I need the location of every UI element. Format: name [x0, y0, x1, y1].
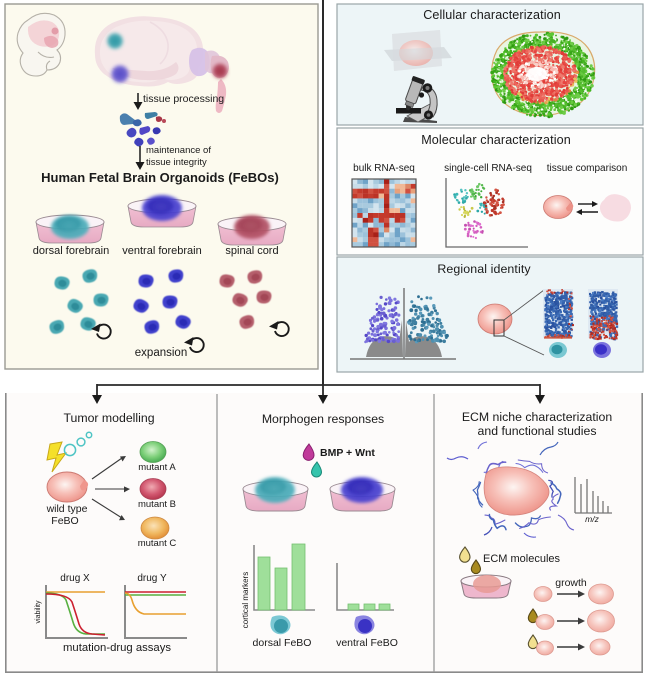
svg-text:dorsal forebrain: dorsal forebrain [33, 245, 109, 257]
svg-text:drug X: drug X [60, 573, 90, 584]
svg-text:expansion: expansion [135, 347, 187, 359]
svg-text:spinal cord: spinal cord [225, 245, 278, 257]
svg-text:growth: growth [555, 577, 587, 589]
svg-text:drug Y: drug Y [137, 573, 167, 584]
svg-text:wild type: wild type [46, 503, 88, 515]
svg-text:Human Fetal Brain Organoids (F: Human Fetal Brain Organoids (FeBOs) [41, 170, 279, 185]
svg-text:mutant A: mutant A [138, 462, 176, 473]
svg-text:dorsal FeBO: dorsal FeBO [253, 637, 312, 649]
svg-text:cortical markers: cortical markers [241, 572, 250, 628]
svg-text:maintenance of: maintenance of [146, 145, 211, 156]
svg-text:ECM molecules: ECM molecules [483, 553, 561, 565]
svg-text:ventral FeBO: ventral FeBO [336, 637, 398, 649]
svg-text:BMP + Wnt: BMP + Wnt [320, 447, 375, 459]
svg-text:tissue comparison: tissue comparison [547, 163, 628, 174]
svg-text:mutant C: mutant C [138, 538, 177, 549]
svg-text:and functional studies: and functional studies [478, 424, 597, 438]
svg-text:Tumor modelling: Tumor modelling [63, 411, 154, 425]
svg-text:viability: viability [35, 600, 42, 623]
svg-text:Molecular characterization: Molecular characterization [421, 133, 571, 147]
svg-text:mutant B: mutant B [138, 499, 176, 510]
svg-text:tissue integrity: tissue integrity [146, 157, 207, 168]
svg-text:ECM niche characterization: ECM niche characterization [462, 410, 613, 424]
svg-text:bulk RNA-seq: bulk RNA-seq [353, 163, 415, 174]
svg-text:tissue processing: tissue processing [143, 93, 224, 105]
svg-text:Morphogen responses: Morphogen responses [262, 412, 384, 426]
svg-text:mutation-drug assays: mutation-drug assays [63, 642, 171, 654]
svg-text:ventral forebrain: ventral forebrain [122, 245, 202, 257]
svg-text:FeBO: FeBO [51, 515, 78, 527]
svg-text:Cellular characterization: Cellular characterization [423, 8, 561, 22]
svg-text:Regional identity: Regional identity [437, 262, 531, 276]
svg-text:single-cell RNA-seq: single-cell RNA-seq [444, 163, 532, 174]
svg-text:m/z: m/z [585, 514, 599, 524]
